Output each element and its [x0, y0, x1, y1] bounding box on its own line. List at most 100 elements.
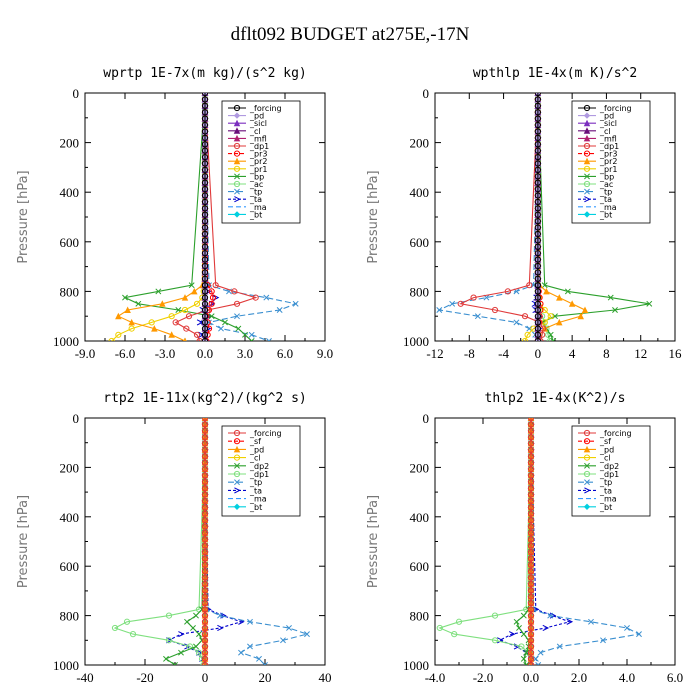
series-marker — [527, 574, 535, 581]
series-marker — [201, 542, 209, 549]
series-marker — [201, 593, 209, 600]
legend-entry: _forcing — [599, 104, 632, 113]
series-marker — [201, 121, 209, 129]
series-marker — [159, 300, 166, 307]
legend-entry: _bp — [599, 172, 614, 181]
series-marker — [135, 300, 142, 307]
legend-entry: _ta — [599, 486, 612, 495]
series-marker — [201, 153, 209, 161]
legend-marker — [583, 112, 591, 119]
x-tick-label: -12 — [426, 346, 443, 361]
series-marker — [534, 319, 541, 326]
y-tick-label: 600 — [410, 559, 430, 574]
series-marker — [543, 287, 550, 295]
legend-entry: _forcing — [599, 429, 632, 438]
series-marker — [518, 643, 525, 650]
series-marker — [208, 288, 215, 295]
series-marker — [527, 418, 535, 422]
legend-marker — [584, 196, 591, 203]
legend-marker — [583, 157, 591, 165]
series-marker — [201, 421, 209, 428]
series-marker — [184, 618, 190, 625]
series-marker — [247, 618, 253, 625]
series-marker — [201, 331, 209, 338]
series-marker — [191, 287, 198, 295]
series-marker — [201, 173, 209, 180]
series-marker — [451, 631, 458, 638]
series-marker — [547, 331, 554, 338]
series-marker — [247, 643, 253, 650]
series-marker — [534, 192, 541, 199]
series-line-dp1 — [438, 418, 532, 665]
series-marker — [534, 250, 541, 257]
series-marker — [201, 555, 209, 562]
series-marker — [201, 491, 209, 498]
series-marker — [201, 300, 209, 307]
series-marker — [534, 300, 541, 307]
y-tick-label: 400 — [410, 185, 430, 200]
y-tick-label: 400 — [60, 510, 80, 525]
series-marker — [128, 325, 135, 332]
panel-title: wprtp 1E-7x(m kg)/(s^2 kg) — [103, 66, 307, 81]
legend-marker — [583, 127, 591, 134]
series-marker — [201, 612, 209, 619]
x-tick-label: 4 — [569, 346, 576, 361]
series-marker — [527, 529, 535, 536]
y-tick-label: 0 — [423, 411, 430, 426]
legend-entry: _sicl — [249, 119, 267, 128]
series-marker — [527, 599, 535, 607]
series-marker — [527, 472, 535, 479]
x-tick-label: -20 — [136, 670, 153, 685]
legend-marker — [234, 487, 241, 494]
series-marker — [508, 631, 516, 638]
legend-entry: _pr1 — [249, 165, 267, 174]
series-marker — [527, 453, 535, 460]
series-marker — [163, 655, 169, 662]
series-marker — [201, 230, 209, 238]
legend-entry: _bp — [249, 172, 264, 181]
legend-marker — [233, 150, 241, 157]
series-marker — [534, 230, 541, 238]
legend-box — [221, 100, 301, 224]
series-marker — [252, 294, 259, 301]
series-marker — [172, 662, 178, 665]
series-marker — [165, 637, 173, 644]
series-marker — [600, 637, 606, 644]
series-marker — [201, 459, 209, 466]
y-tick-label: 600 — [410, 235, 430, 250]
series-marker — [212, 282, 219, 289]
series-marker — [534, 198, 541, 206]
legend-marker — [584, 487, 591, 494]
series-marker — [534, 205, 541, 212]
y-tick-label: 0 — [73, 411, 80, 426]
legend-marker — [233, 180, 241, 188]
x-tick-label: 12 — [634, 346, 647, 361]
series-marker — [527, 661, 535, 665]
legend-entry: _bt — [249, 503, 262, 512]
series-marker — [521, 337, 529, 341]
series-marker — [201, 102, 209, 109]
series-marker — [534, 331, 541, 338]
series-marker — [201, 418, 209, 422]
series-marker — [527, 497, 535, 505]
series-marker — [183, 337, 187, 341]
series-marker — [201, 453, 209, 460]
plot-area — [436, 418, 642, 665]
legend-entry: _ac — [599, 180, 613, 189]
y-axis-label: Pressure [hPa] — [16, 170, 31, 263]
series-marker — [172, 319, 179, 326]
x-tick-label: 3.0 — [237, 346, 253, 361]
series-marker — [181, 294, 189, 301]
panel-4: thlp2 1E-4x(K^2)/s Pressure [hPa] -4.0 -2.0… — [366, 391, 683, 685]
series-marker — [527, 465, 535, 473]
series-marker — [527, 440, 535, 447]
legend-entry: _pd — [599, 112, 614, 121]
x-tick-label: -4 — [498, 346, 509, 361]
legend-entry: _ta — [249, 486, 262, 495]
series-marker — [201, 446, 209, 454]
series-marker — [534, 173, 541, 180]
series-marker — [513, 319, 520, 326]
series-marker — [550, 338, 557, 341]
series-marker — [201, 269, 209, 276]
